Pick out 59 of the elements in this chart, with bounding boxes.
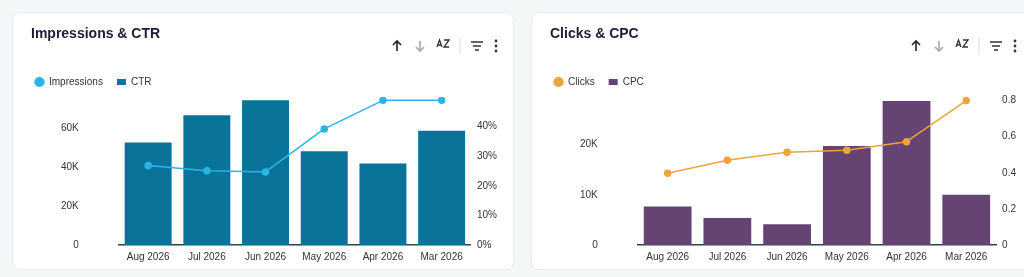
bar bbox=[942, 194, 991, 245]
bar bbox=[882, 100, 931, 245]
bar bbox=[822, 145, 871, 245]
y2-tick-label: 40% bbox=[476, 120, 498, 132]
point bbox=[843, 146, 851, 154]
point bbox=[783, 148, 791, 156]
y-tick-label: 20K bbox=[580, 138, 599, 150]
y-tick-label: 0 bbox=[73, 238, 80, 250]
bar bbox=[359, 163, 407, 245]
point bbox=[663, 169, 672, 178]
bar bbox=[300, 151, 348, 245]
legend-label: Impressions bbox=[49, 75, 103, 87]
y-tick-label: 10K bbox=[580, 188, 599, 200]
point bbox=[379, 97, 387, 105]
x-tick-label: May 2026 bbox=[824, 250, 870, 262]
bar bbox=[643, 206, 692, 245]
x-tick-label: Jul 2026 bbox=[708, 250, 747, 262]
x-tick-label: Mar 2026 bbox=[420, 250, 464, 262]
bar bbox=[242, 100, 290, 245]
chart-title: Impressions & CTR bbox=[31, 25, 161, 41]
x-tick-label: Apr 2026 bbox=[362, 250, 404, 262]
y-tick-label: 40K bbox=[61, 160, 80, 172]
x-tick-label: May 2026 bbox=[302, 250, 347, 262]
point bbox=[902, 137, 911, 146]
bar bbox=[703, 218, 752, 245]
x-tick-label: Apr 2026 bbox=[886, 250, 928, 262]
point bbox=[144, 161, 152, 170]
legend-label: CPC bbox=[622, 75, 644, 87]
x-tick-label: Mar 2026 bbox=[945, 250, 988, 262]
y2-tick-label: 30% bbox=[476, 149, 498, 161]
x-tick-label: Aug 2026 bbox=[126, 250, 170, 262]
legend-label: Clicks bbox=[568, 75, 595, 87]
bar bbox=[418, 130, 466, 245]
y2-tick-label: 0.4 bbox=[1002, 166, 1017, 178]
point bbox=[261, 168, 270, 176]
point bbox=[320, 125, 328, 133]
x-tick-label: Aug 2026 bbox=[646, 250, 690, 262]
y2-tick-label: 0 bbox=[1002, 238, 1009, 250]
point bbox=[962, 97, 970, 105]
y2-tick-label: 0.8 bbox=[1002, 94, 1017, 106]
y2-tick-label: 0% bbox=[476, 238, 492, 250]
y2-tick-label: 20% bbox=[476, 179, 498, 191]
x-tick-label: Jun 2026 bbox=[766, 250, 809, 262]
bar bbox=[124, 142, 172, 245]
y2-tick-label: 0.2 bbox=[1002, 202, 1017, 214]
y-tick-label: 0 bbox=[592, 238, 599, 250]
y-tick-label: 60K bbox=[61, 121, 80, 133]
chart-title: Clicks & CPC bbox=[550, 25, 639, 41]
x-tick-label: Jul 2026 bbox=[187, 250, 227, 262]
y-tick-label: 20K bbox=[61, 199, 80, 211]
point bbox=[723, 156, 732, 164]
bar bbox=[763, 224, 811, 245]
point bbox=[437, 97, 446, 105]
legend-label: CTR bbox=[130, 75, 152, 87]
bar bbox=[183, 115, 231, 245]
y2-tick-label: 0.6 bbox=[1002, 130, 1017, 142]
x-tick-label: Jun 2026 bbox=[244, 250, 287, 262]
point bbox=[203, 167, 211, 175]
y2-tick-label: 10% bbox=[476, 209, 498, 221]
